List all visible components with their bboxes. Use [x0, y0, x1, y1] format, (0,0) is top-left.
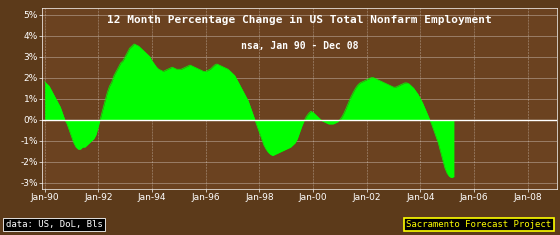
Text: 12 Month Percentage Change in US Total Nonfarm Employment: 12 Month Percentage Change in US Total N…	[107, 16, 492, 25]
Text: Sacramento Forecast Project: Sacramento Forecast Project	[407, 220, 552, 229]
Text: nsa, Jan 90 - Dec 08: nsa, Jan 90 - Dec 08	[241, 41, 358, 51]
Text: data: US, DoL, Bls: data: US, DoL, Bls	[6, 220, 102, 229]
